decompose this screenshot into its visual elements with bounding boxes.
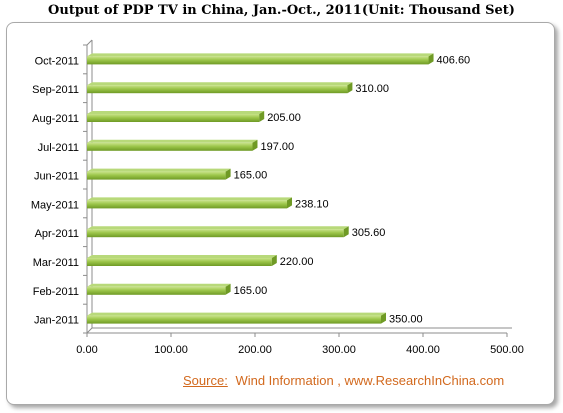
y-tick-label: Aug-2011 [32, 113, 79, 125]
bar-jan-2011 [87, 312, 386, 324]
y-tick-label: Jul-2011 [38, 142, 79, 154]
bar-apr-2011 [87, 226, 349, 238]
x-tick-label: 200.00 [238, 344, 272, 356]
bar-feb-2011 [87, 283, 231, 295]
y-tick-label: Jun-2011 [34, 171, 79, 183]
value-label: 165.00 [234, 285, 268, 297]
value-label: 220.00 [280, 256, 314, 268]
y-tick-label: Mar-2011 [33, 257, 79, 269]
source-text: Wind Information , www.ResearchInChina.c… [235, 373, 505, 388]
bar-may-2011 [87, 197, 293, 209]
bar-aug-2011 [87, 111, 265, 122]
value-label: 406.60 [437, 54, 471, 66]
y-tick-labels: Oct-2011 Sep-2011 Aug-2011 Jul-2011 Jun-2011… [31, 44, 87, 334]
value-label: 350.00 [389, 314, 423, 326]
y-tick-label: May-2011 [31, 199, 79, 211]
bar-jul-2011 [87, 139, 258, 151]
x-tick-label: 0.00 [76, 344, 97, 356]
bar-jun-2011 [87, 168, 231, 180]
x-tick-label: 300.00 [322, 344, 356, 356]
x-tick-label: 500.00 [490, 344, 524, 356]
y-tick-label: Feb-2011 [33, 286, 79, 298]
y-tick-label: Oct-2011 [35, 55, 79, 67]
y-tick-label: Jan-2011 [34, 315, 79, 327]
x-tick-label: 100.00 [154, 344, 188, 356]
value-labels: 406.60 310.00 205.00 197.00 165.00 238.10 305.… [234, 54, 471, 325]
y-tick-label: Sep-2011 [32, 84, 79, 96]
x-tick-label: 400.00 [406, 344, 440, 356]
value-label: 310.00 [355, 83, 389, 95]
chart-title: Output of PDP TV in China, Jan.-Oct., 20… [48, 3, 515, 18]
bar-mar-2011 [87, 255, 277, 266]
source-label: Source: [183, 373, 228, 388]
value-label: 205.00 [267, 112, 301, 124]
value-label: 197.00 [260, 141, 294, 153]
bar-oct-2011 [87, 53, 434, 65]
value-label: 165.00 [234, 170, 268, 182]
source-line: Source: Wind Information , www.ResearchI… [183, 373, 504, 388]
value-label: 305.60 [352, 227, 386, 239]
bar-sep-2011 [87, 82, 353, 94]
y-tick-label: Apr-2011 [35, 228, 79, 240]
x-tick-labels: 0.00 100.00 200.00 300.00 400.00 500.00 [76, 333, 524, 356]
bars [87, 53, 434, 324]
value-label: 238.10 [295, 198, 329, 210]
